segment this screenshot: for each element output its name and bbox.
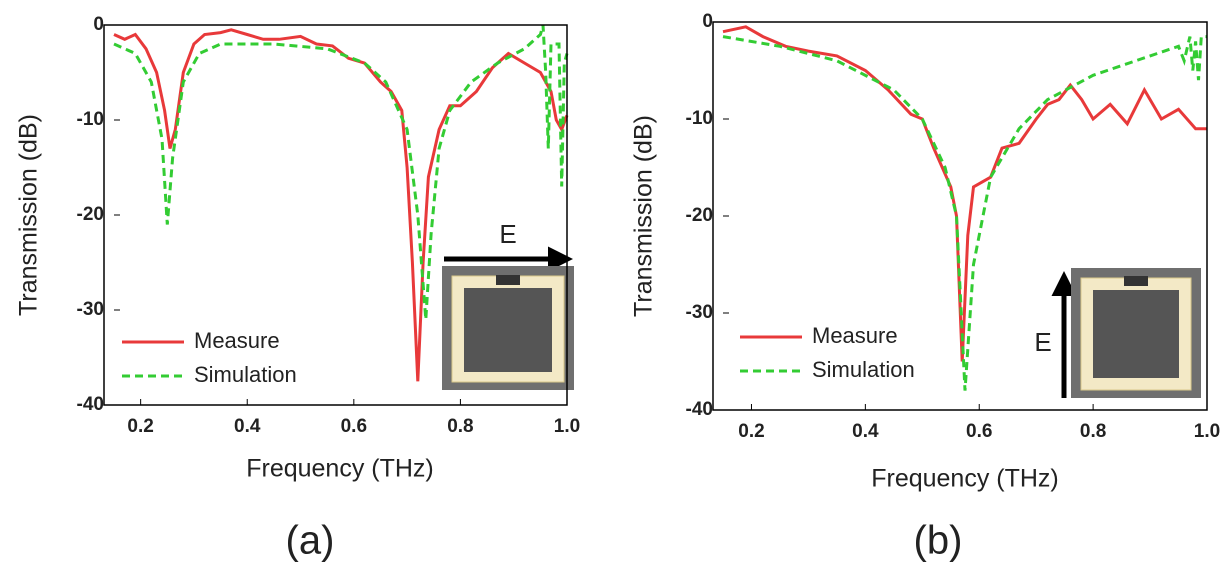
x-tick-label: 0.6 (966, 421, 992, 442)
y-tick-label: -30 (77, 299, 104, 320)
x-tick-label: 1.0 (1194, 421, 1220, 442)
y-axis-label: Transmission (dB) (630, 115, 658, 317)
caption: (b) (914, 519, 963, 563)
inset-b (1051, 268, 1201, 398)
y-tick-label: 0 (93, 14, 104, 35)
y-tick-label: -40 (77, 394, 104, 415)
x-tick-label: 0.6 (341, 416, 367, 437)
caption: (a) (286, 519, 335, 563)
series-line (113, 24, 569, 320)
x-tick-label: 0.8 (1080, 421, 1106, 442)
legend-label: Measure (812, 323, 898, 348)
y-tick-label: -20 (77, 204, 104, 225)
x-tick-label: 0.2 (738, 421, 764, 442)
y-tick-label: -30 (686, 302, 713, 323)
y-tick-label: -40 (686, 399, 713, 420)
y-tick-label: 0 (702, 11, 713, 32)
x-axis-label: Frequency (THz) (246, 455, 434, 483)
x-tick-label: 0.4 (852, 421, 879, 442)
plot-frame (103, 24, 568, 406)
x-axis-label: Frequency (THz) (871, 465, 1059, 493)
y-tick-label: -20 (686, 205, 713, 226)
x-tick-label: 0.8 (447, 416, 473, 437)
series-line (722, 25, 1207, 362)
legend-label: Simulation (812, 357, 915, 382)
y-axis-label: Transmission (dB) (15, 114, 43, 316)
x-tick-label: 1.0 (554, 416, 580, 437)
plot-frame (712, 21, 1208, 411)
field-label: E (1034, 327, 1051, 357)
field-label: E (499, 219, 516, 249)
x-tick-label: 0.2 (127, 416, 153, 437)
inset-a (442, 246, 574, 390)
y-tick-label: -10 (77, 109, 104, 130)
legend-label: Simulation (194, 362, 297, 387)
legend-label: Measure (194, 328, 280, 353)
x-tick-label: 0.4 (234, 416, 261, 437)
y-tick-label: -10 (686, 108, 713, 129)
series-line (722, 35, 1207, 391)
